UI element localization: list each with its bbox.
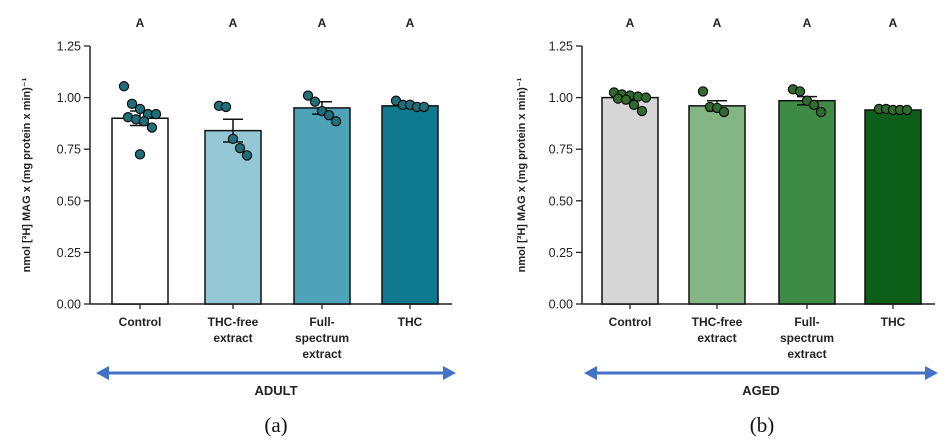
significance-label: A (626, 16, 635, 30)
significance-label: A (406, 16, 415, 30)
data-point (418, 101, 430, 113)
category-label: THC (881, 315, 906, 329)
group-label: ADULT (254, 383, 297, 398)
y-tick-label: 0.75 (57, 143, 81, 157)
significance-label: A (803, 16, 812, 30)
data-point (146, 122, 158, 133)
data-point (134, 149, 146, 160)
data-point (794, 86, 806, 97)
y-axis-label: nmol [³H] MAG x (mg protein x min)⁻¹ (21, 77, 33, 272)
significance-label: A (713, 16, 722, 30)
significance-label: A (136, 16, 145, 30)
category-label: THC-free extract (208, 315, 259, 345)
category-label: Full-spectrum extract (295, 315, 349, 361)
data-point (138, 116, 150, 127)
group-label: AGED (742, 383, 780, 398)
y-tick-label: 1.25 (549, 40, 573, 54)
data-point (309, 96, 321, 107)
chart-panel-aged: nmol [³H] MAG x (mg protein x min)⁻¹ 0.00… (516, 16, 938, 437)
data-point (220, 101, 232, 113)
y-tick-label: 1.00 (57, 91, 81, 105)
data-point (815, 106, 827, 118)
data-point (323, 109, 335, 121)
panel-label: (b) (750, 413, 775, 437)
bar (601, 96, 659, 305)
data-point (628, 99, 640, 111)
data-point (302, 90, 314, 101)
category-label: THC (398, 315, 423, 329)
data-point (134, 103, 146, 115)
data-point (697, 86, 709, 97)
data-point (718, 106, 730, 118)
y-tick-label: 0.25 (549, 246, 573, 260)
category-label: Full-spectrum extract (780, 315, 834, 361)
bar (778, 99, 836, 305)
data-point (234, 142, 246, 154)
bar (111, 117, 169, 305)
arrow-head-left (584, 366, 597, 380)
y-tick-label: 0.00 (549, 298, 573, 312)
bar (204, 129, 262, 305)
significance-label: A (318, 16, 327, 30)
bar (381, 105, 439, 305)
y-tick-label: 0.50 (549, 194, 573, 208)
y-tick-label: 1.25 (57, 40, 81, 54)
data-point (808, 99, 820, 111)
data-point (227, 133, 239, 145)
y-tick-label: 0.00 (57, 298, 81, 312)
data-point (620, 94, 632, 105)
bar (688, 105, 746, 305)
data-point (241, 150, 253, 161)
significance-label: A (889, 16, 898, 30)
y-tick-label: 0.25 (57, 246, 81, 260)
y-tick-label: 0.75 (549, 143, 573, 157)
category-label: Control (609, 315, 652, 329)
bar (293, 107, 351, 305)
data-point (126, 98, 138, 109)
y-axis-label: nmol [³H] MAG x (mg protein x min)⁻¹ (516, 77, 528, 272)
data-point (640, 92, 652, 103)
category-label: Control (119, 315, 162, 329)
arrow-head-right (925, 366, 938, 380)
significance-label: A (229, 16, 238, 30)
panel-label: (a) (264, 413, 287, 437)
category-label: THC-free extract (692, 315, 743, 345)
chart-panel-adult: nmol [³H] MAG x (mg protein x min)⁻¹ 0.00… (21, 16, 456, 437)
bar (864, 109, 922, 305)
arrow-head-right (443, 366, 456, 380)
data-point (636, 105, 648, 117)
arrow-head-left (96, 366, 109, 380)
data-point (901, 104, 913, 116)
data-point (118, 81, 130, 92)
y-tick-label: 0.50 (57, 194, 81, 208)
y-tick-label: 1.00 (549, 91, 573, 105)
data-point (150, 108, 162, 120)
data-point (330, 116, 342, 127)
